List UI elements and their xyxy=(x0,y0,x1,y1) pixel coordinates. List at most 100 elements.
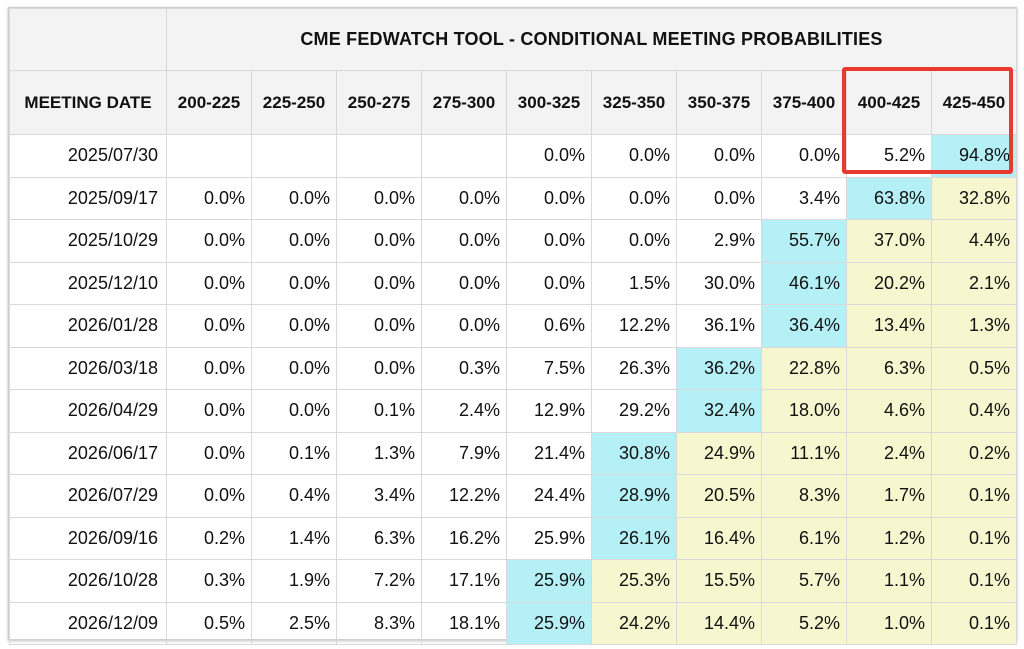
probability-cell: 0.0% xyxy=(166,346,252,390)
probability-cell: 12.2% xyxy=(591,304,677,348)
probability-cell: 2.5% xyxy=(251,601,337,645)
probability-cell: 0.0% xyxy=(421,304,507,348)
probability-cell: 0.0% xyxy=(591,134,677,178)
probability-cell: 0.5% xyxy=(931,346,1017,390)
table-row: 2026/10/28 0.3% 1.9% 7.2% 17.1% 25.9% 25.3% 15.… xyxy=(9,559,1017,603)
probability-cell: 4.6% xyxy=(846,389,932,433)
probability-cell: 30.0% xyxy=(676,261,762,305)
meeting-date-cell: 2026/12/09 xyxy=(9,601,167,645)
probability-cell xyxy=(166,134,252,178)
probability-cell: 0.0% xyxy=(421,176,507,220)
probability-cell: 0.0% xyxy=(251,389,337,433)
probability-cell: 3.4% xyxy=(336,474,422,518)
probability-cell: 29.2% xyxy=(591,389,677,433)
probability-cell: 63.8% xyxy=(846,176,932,220)
probability-cell: 1.1% xyxy=(846,559,932,603)
probability-cell: 5.2% xyxy=(761,601,847,645)
rate-range-header: 300-325 xyxy=(506,70,592,135)
probability-cell: 0.0% xyxy=(336,176,422,220)
probability-cell: 36.2% xyxy=(676,346,762,390)
table-row: 2026/04/29 0.0% 0.0% 0.1% 2.4% 12.9% 29.2% 32.4… xyxy=(9,389,1017,433)
table-row: 2026/03/18 0.0% 0.0% 0.0% 0.3% 7.5% 26.3% 36.2%… xyxy=(9,346,1017,390)
probability-cell xyxy=(336,134,422,178)
probability-cell: 0.0% xyxy=(676,134,762,178)
probability-cell: 0.1% xyxy=(251,431,337,475)
probability-cell: 1.5% xyxy=(591,261,677,305)
probability-cell: 0.0% xyxy=(166,389,252,433)
probability-cell: 11.1% xyxy=(761,431,847,475)
probability-cell: 0.2% xyxy=(931,431,1017,475)
probability-cell: 32.4% xyxy=(676,389,762,433)
probability-cell: 0.0% xyxy=(676,176,762,220)
meeting-date-cell: 2026/03/18 xyxy=(9,346,167,390)
rate-range-header: 325-350 xyxy=(591,70,677,135)
probability-cell: 14.4% xyxy=(676,601,762,645)
probability-cell: 0.0% xyxy=(336,304,422,348)
probability-cell: 8.3% xyxy=(761,474,847,518)
probability-cell: 26.1% xyxy=(591,516,677,560)
probability-cell: 46.1% xyxy=(761,261,847,305)
rate-range-header: 275-300 xyxy=(421,70,507,135)
probability-cell: 32.8% xyxy=(931,176,1017,220)
probability-cell: 2.4% xyxy=(421,389,507,433)
probability-cell: 0.0% xyxy=(166,474,252,518)
probability-cell: 18.1% xyxy=(421,601,507,645)
probability-cell: 7.9% xyxy=(421,431,507,475)
probability-cell: 0.0% xyxy=(251,346,337,390)
table-row: 2026/07/29 0.0% 0.4% 3.4% 12.2% 24.4% 28.9% 20.… xyxy=(9,474,1017,518)
probability-cell: 0.6% xyxy=(506,304,592,348)
probability-cell: 0.2% xyxy=(166,516,252,560)
probability-cell: 0.1% xyxy=(931,601,1017,645)
probability-cell: 36.4% xyxy=(761,304,847,348)
probability-cell: 20.2% xyxy=(846,261,932,305)
probability-cell: 0.4% xyxy=(931,389,1017,433)
meeting-date-cell: 2026/06/17 xyxy=(9,431,167,475)
probability-cell: 12.9% xyxy=(506,389,592,433)
probability-cell: 1.9% xyxy=(251,559,337,603)
rate-range-header: 200-225 xyxy=(166,70,252,135)
table-row: 2026/09/16 0.2% 1.4% 6.3% 16.2% 25.9% 26.1% 16.… xyxy=(9,516,1017,560)
rate-range-header: 225-250 xyxy=(251,70,337,135)
probability-cell: 0.0% xyxy=(421,261,507,305)
probability-cell: 1.7% xyxy=(846,474,932,518)
probability-cell: 1.0% xyxy=(846,601,932,645)
probability-cell: 0.0% xyxy=(251,304,337,348)
probability-cell: 0.0% xyxy=(166,304,252,348)
rate-range-header: 375-400 xyxy=(761,70,847,135)
probability-cell: 0.0% xyxy=(251,261,337,305)
probability-cell: 0.0% xyxy=(336,261,422,305)
probability-cell: 94.8% xyxy=(931,134,1017,178)
probability-cell: 26.3% xyxy=(591,346,677,390)
probability-cell: 8.3% xyxy=(336,601,422,645)
probability-cell: 24.9% xyxy=(676,431,762,475)
probability-cell: 30.8% xyxy=(591,431,677,475)
probability-cell: 0.3% xyxy=(421,346,507,390)
probability-cell: 21.4% xyxy=(506,431,592,475)
meeting-date-cell: 2026/04/29 xyxy=(9,389,167,433)
probability-cell: 0.0% xyxy=(166,219,252,263)
probability-cell: 0.0% xyxy=(166,261,252,305)
meeting-date-cell: 2025/09/17 xyxy=(9,176,167,220)
probability-cell: 4.4% xyxy=(931,219,1017,263)
meeting-date-cell: 2026/01/28 xyxy=(9,304,167,348)
probability-cell: 0.1% xyxy=(931,559,1017,603)
probability-cell: 0.0% xyxy=(251,176,337,220)
probability-cell xyxy=(251,134,337,178)
table-row: 2026/12/09 0.5% 2.5% 8.3% 18.1% 25.9% 24.2% 14.… xyxy=(9,601,1017,645)
probability-cell: 7.5% xyxy=(506,346,592,390)
probability-cell: 0.5% xyxy=(166,601,252,645)
probability-cell: 1.4% xyxy=(251,516,337,560)
meeting-date-cell: 2025/10/29 xyxy=(9,219,167,263)
probability-cell: 1.3% xyxy=(336,431,422,475)
probability-cell: 0.0% xyxy=(506,134,592,178)
probability-cell: 0.0% xyxy=(506,176,592,220)
probability-cell: 0.1% xyxy=(336,389,422,433)
probability-cell: 13.4% xyxy=(846,304,932,348)
table-row: 2025/09/17 0.0% 0.0% 0.0% 0.0% 0.0% 0.0% 0.0% 3.… xyxy=(9,176,1017,220)
table-row: 2026/01/28 0.0% 0.0% 0.0% 0.0% 0.6% 12.2% 36.1%… xyxy=(9,304,1017,348)
probability-cell: 0.1% xyxy=(931,474,1017,518)
probability-cell: 25.9% xyxy=(506,516,592,560)
probability-cell: 16.2% xyxy=(421,516,507,560)
probability-cell: 6.1% xyxy=(761,516,847,560)
probability-cell: 12.2% xyxy=(421,474,507,518)
